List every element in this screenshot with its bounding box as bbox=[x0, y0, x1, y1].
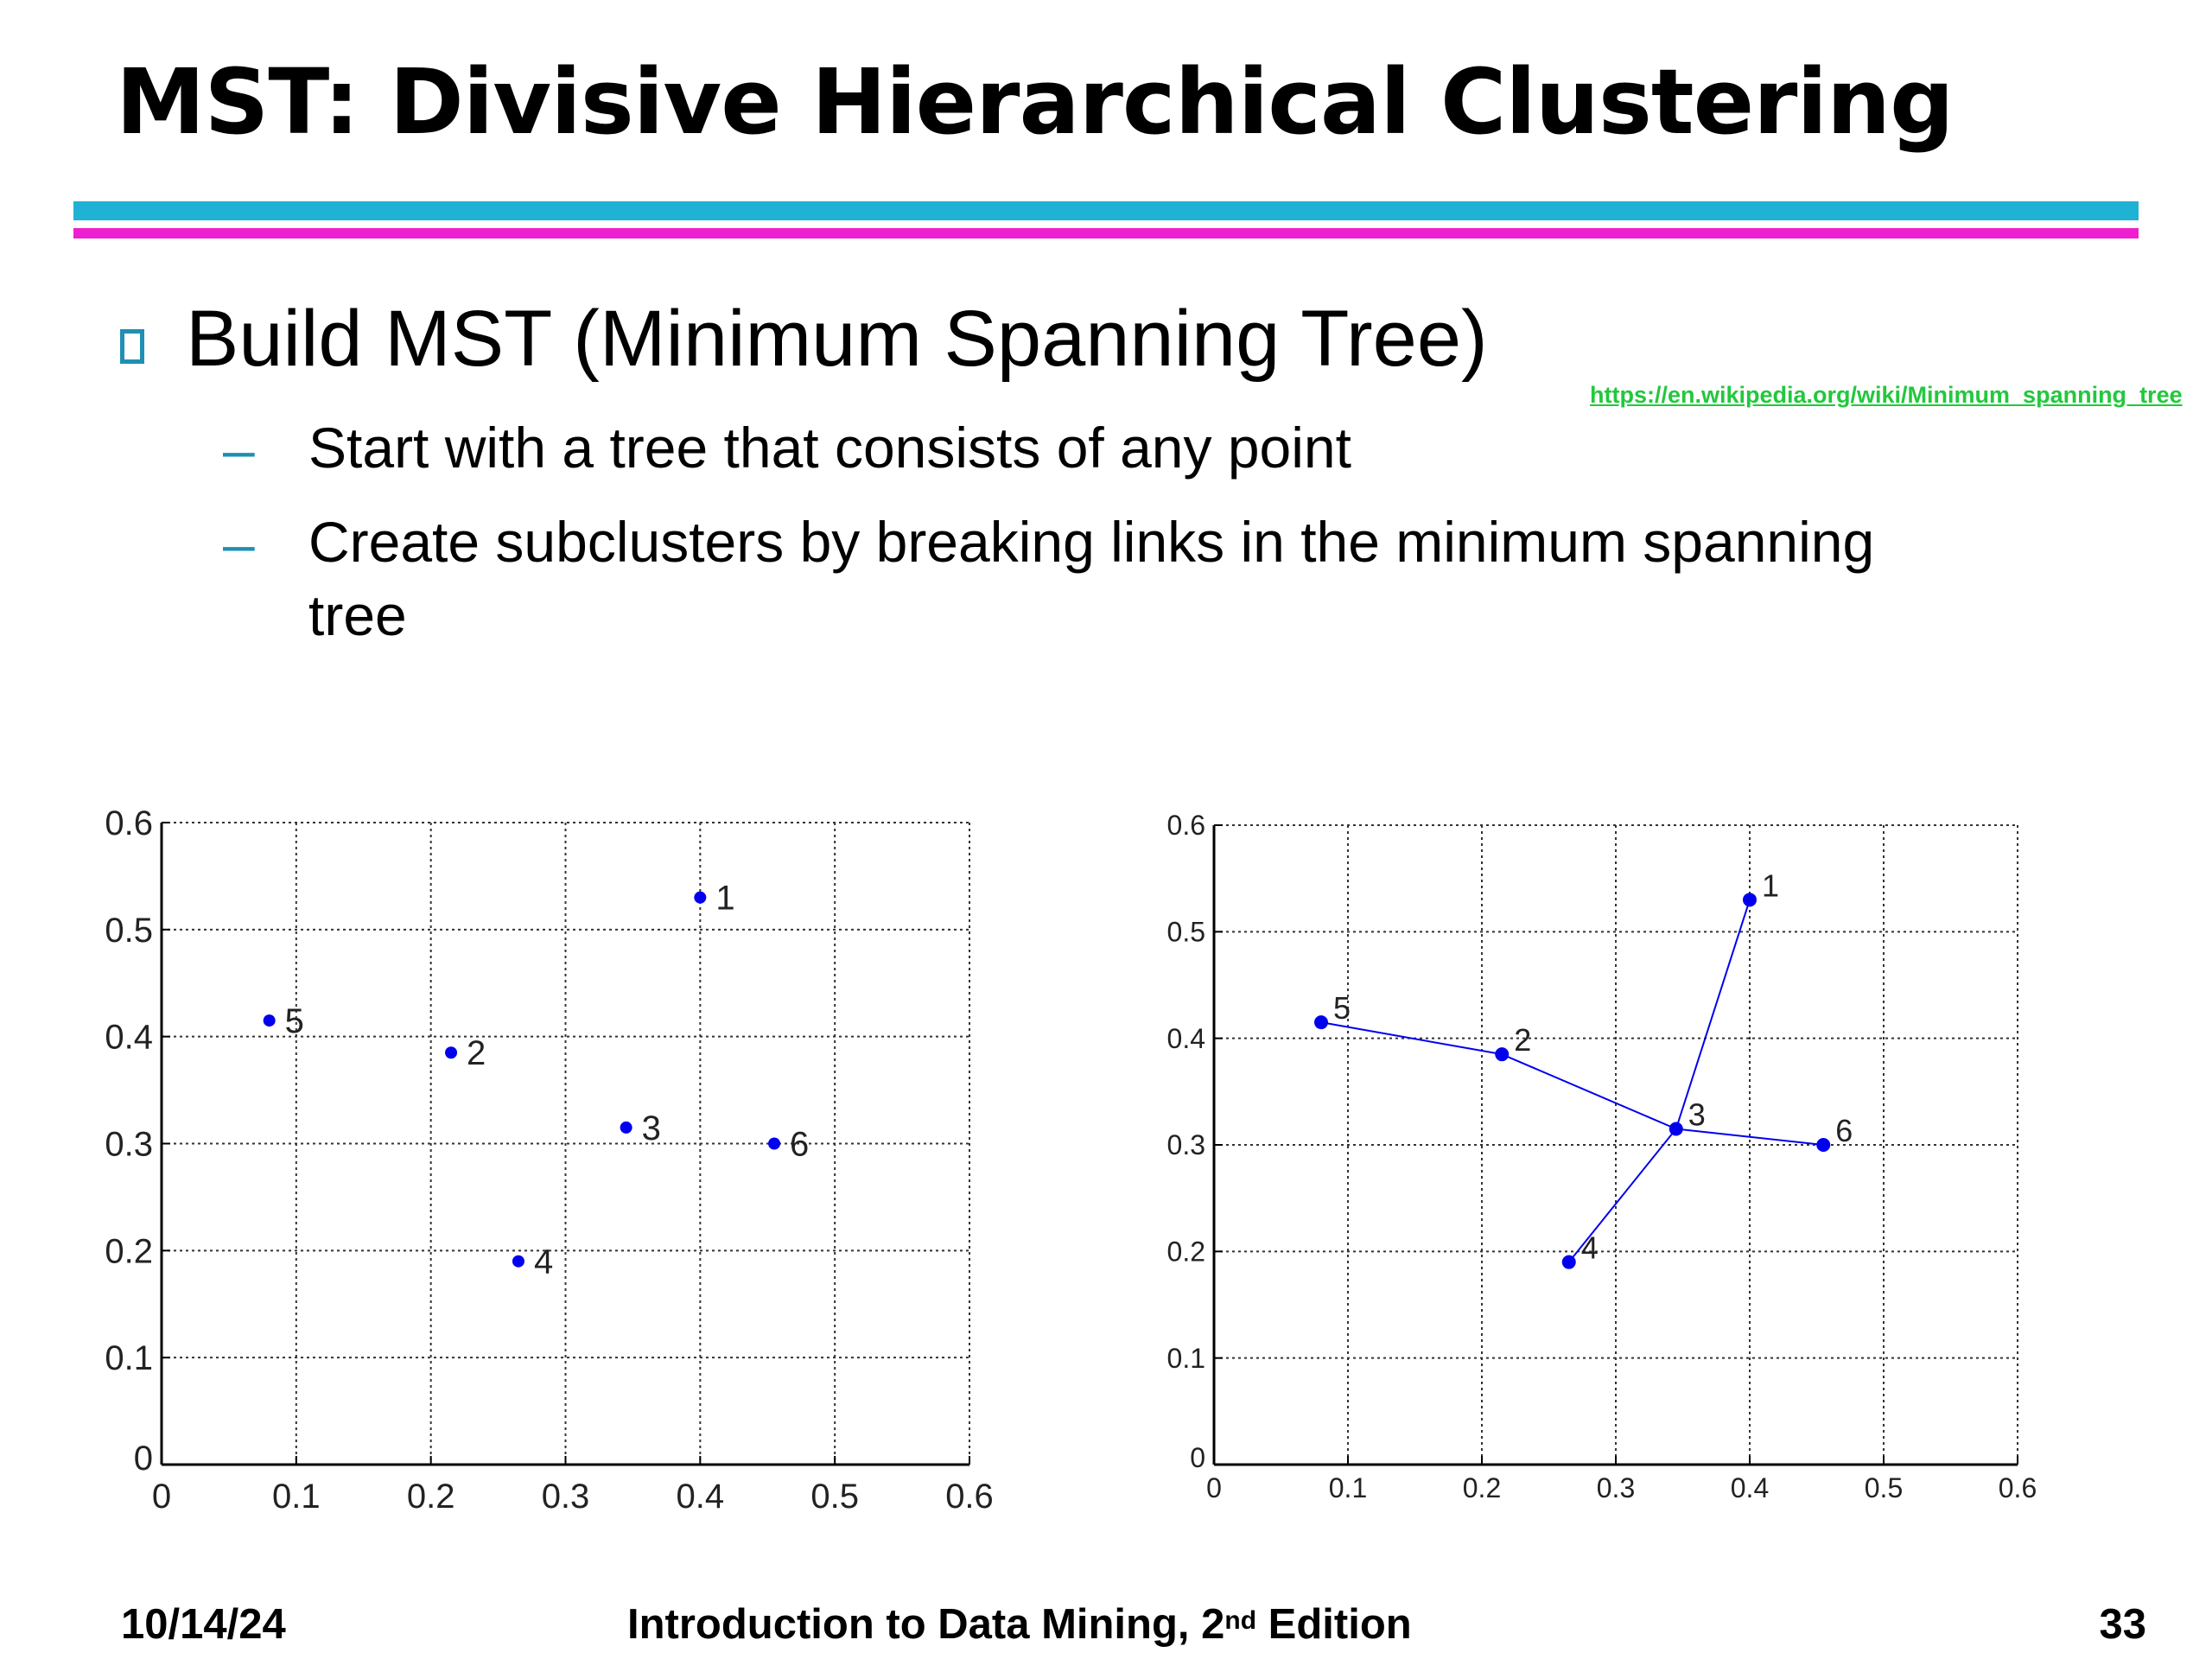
slide-title: MST: Divisive Hierarchical Clustering bbox=[116, 49, 1955, 155]
x-tick-label: 0 bbox=[1206, 1472, 1222, 1503]
mst-edge bbox=[1675, 899, 1751, 1129]
x-tick-label: 0.2 bbox=[1463, 1472, 1501, 1503]
data-point bbox=[1669, 1122, 1683, 1136]
y-tick-label: 0.2 bbox=[105, 1232, 153, 1270]
footer-book-suffix: Edition bbox=[1256, 1601, 1412, 1648]
x-tick-label: 0.1 bbox=[272, 1478, 321, 1516]
y-tick-label: 0.1 bbox=[1167, 1343, 1205, 1374]
point-label: 5 bbox=[285, 1002, 304, 1040]
y-tick-label: 0.3 bbox=[1167, 1129, 1205, 1160]
y-tick-label: 0.4 bbox=[1167, 1023, 1205, 1054]
point-label: 3 bbox=[1688, 1097, 1706, 1133]
data-point bbox=[768, 1137, 781, 1150]
sub-bullet-2: Create subclusters by breaking links in … bbox=[308, 510, 1875, 574]
scatter-chart-mst: 0 0.1 0.2 0.3 0.4 0.5 0.6 0 0.1 0.2 0.3 0.4 0.5 0.6 1 2… bbox=[1167, 810, 2037, 1503]
mst-edge bbox=[1320, 1021, 1503, 1056]
sub-bullet-1: Start with a tree that consists of any p… bbox=[308, 416, 1351, 480]
y-tick-label: 0.5 bbox=[1167, 917, 1205, 948]
title-rule-bottom bbox=[73, 228, 2139, 238]
x-tick-label: 0.1 bbox=[1329, 1472, 1367, 1503]
y-tick-label: 0.3 bbox=[105, 1126, 153, 1164]
footer-book-superscript: nd bbox=[1224, 1606, 1257, 1635]
y-tick-label: 0.6 bbox=[105, 804, 153, 842]
footer-date: 10/14/24 bbox=[121, 1601, 286, 1648]
y-tick-label: 0.6 bbox=[1167, 810, 1205, 841]
y-tick-label: 0.1 bbox=[105, 1339, 153, 1377]
x-tick-label: 0 bbox=[152, 1478, 171, 1516]
footer-book-title: Introduction to Data Mining, 2nd Edition bbox=[627, 1599, 1412, 1650]
point-label: 3 bbox=[642, 1109, 661, 1147]
x-tick-label: 0.6 bbox=[1999, 1472, 2037, 1503]
point-label: 1 bbox=[715, 880, 734, 918]
data-point bbox=[694, 891, 707, 904]
x-tick-label: 0.3 bbox=[542, 1478, 590, 1516]
scatter-chart-points: 0 0.1 0.2 0.3 0.4 0.5 0.6 0 0.1 0.2 0.3 0.4 0.5 0.6 1 2… bbox=[105, 804, 994, 1516]
bullet-square-icon bbox=[120, 329, 144, 364]
data-point bbox=[1561, 1255, 1576, 1269]
wikipedia-link[interactable]: https://en.wikipedia.org/wiki/Minimum_sp… bbox=[1590, 382, 2183, 408]
point-label: 2 bbox=[1514, 1022, 1531, 1058]
footer-page-number: 33 bbox=[2099, 1601, 2146, 1648]
y-tick-label: 0.5 bbox=[105, 912, 153, 950]
y-tick-label: 0.2 bbox=[1167, 1236, 1205, 1268]
point-label: 4 bbox=[1581, 1230, 1599, 1266]
data-point bbox=[1314, 1015, 1328, 1030]
y-tick-label: 0 bbox=[1190, 1442, 1205, 1473]
mst-edge bbox=[1675, 1128, 1824, 1146]
data-point bbox=[620, 1121, 632, 1134]
x-tick-label: 0.5 bbox=[810, 1478, 859, 1516]
data-point bbox=[1816, 1138, 1831, 1152]
point-label: 1 bbox=[1762, 868, 1779, 903]
x-tick-label: 0.6 bbox=[945, 1478, 994, 1516]
sub-bullet-dash: – bbox=[223, 512, 255, 575]
mst-edge bbox=[1501, 1053, 1677, 1130]
data-point bbox=[1743, 893, 1757, 907]
title-rule-top bbox=[73, 201, 2139, 220]
x-tick-label: 0.4 bbox=[1731, 1472, 1769, 1503]
footer-book-prefix: Introduction to Data Mining, 2 bbox=[627, 1601, 1225, 1648]
y-tick-label: 0 bbox=[134, 1440, 153, 1478]
sub-bullet-2-continuation: tree bbox=[308, 583, 407, 647]
data-point bbox=[1495, 1047, 1510, 1062]
point-label: 6 bbox=[790, 1126, 809, 1164]
x-tick-label: 0.4 bbox=[677, 1478, 725, 1516]
x-tick-label: 0.3 bbox=[1597, 1472, 1635, 1503]
point-label: 5 bbox=[1333, 990, 1351, 1026]
main-bullet-text: Build MST (Minimum Spanning Tree) bbox=[186, 295, 1488, 383]
data-point bbox=[263, 1014, 276, 1027]
mst-edge bbox=[1567, 1128, 1677, 1263]
point-label: 2 bbox=[467, 1034, 486, 1072]
sub-bullet-dash: – bbox=[223, 417, 255, 481]
y-tick-label: 0.4 bbox=[105, 1019, 153, 1057]
point-label: 4 bbox=[534, 1243, 553, 1281]
data-point bbox=[445, 1046, 458, 1059]
point-label: 6 bbox=[1835, 1113, 1853, 1148]
x-tick-label: 0.2 bbox=[407, 1478, 455, 1516]
data-point bbox=[512, 1255, 524, 1268]
x-tick-label: 0.5 bbox=[1865, 1472, 1903, 1503]
